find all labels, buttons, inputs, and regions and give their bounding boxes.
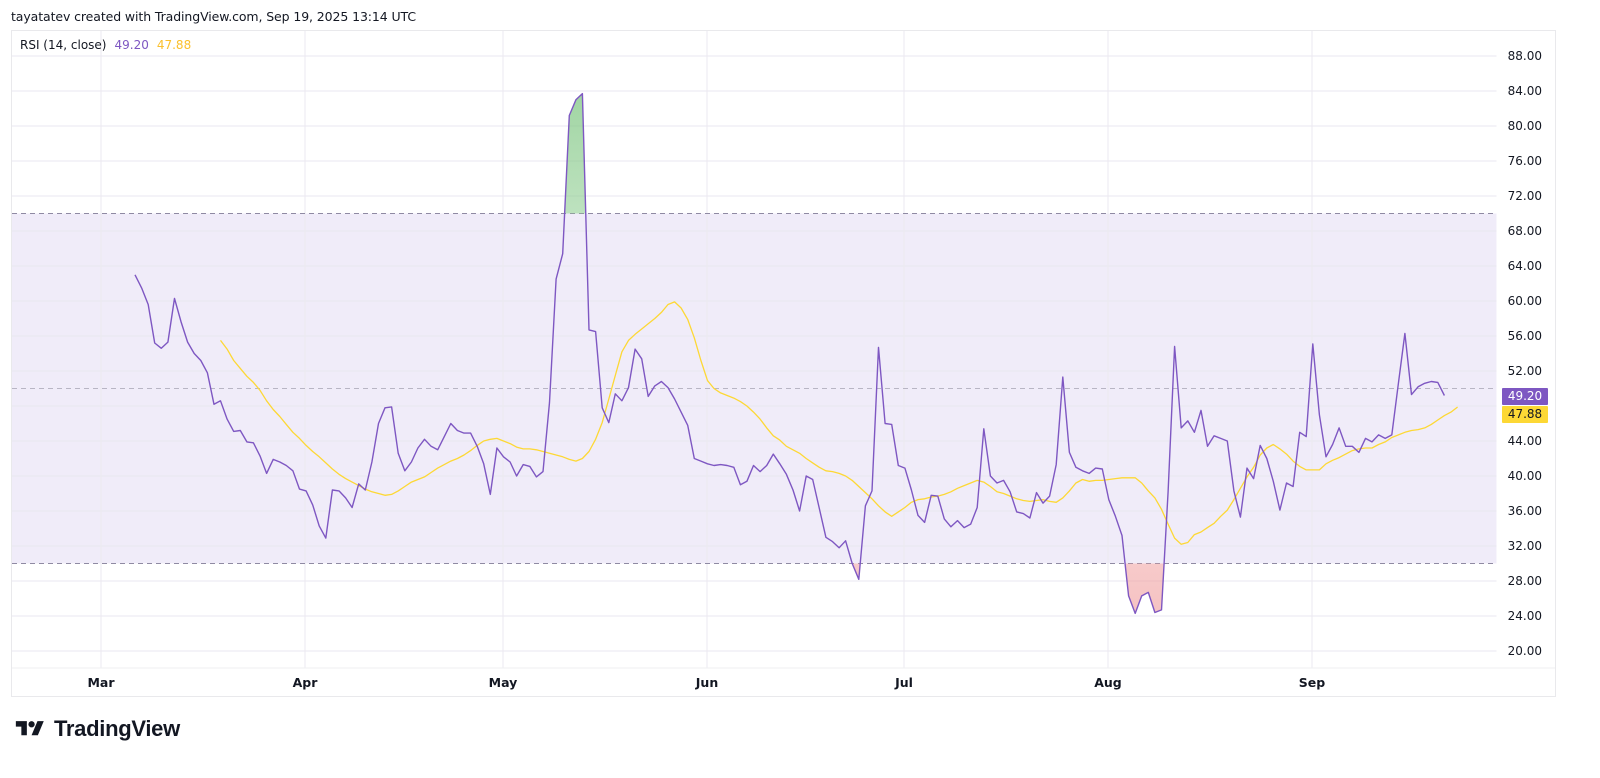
y-axis-label: 60.00 (1508, 294, 1542, 308)
chart-attribution: tayatatev created with TradingView.com, … (11, 9, 416, 24)
y-axis-label: 56.00 (1508, 329, 1542, 343)
tradingview-logo-text: TradingView (54, 716, 180, 741)
y-axis-label: 32.00 (1508, 539, 1542, 553)
x-axis-label: May (489, 675, 518, 690)
rsi-price-badge: 49.20 (1502, 388, 1548, 405)
x-axis-label: Sep (1299, 675, 1325, 690)
tradingview-logo[interactable]: TradingView (12, 716, 180, 742)
rsi-ma-line[interactable] (219, 301, 1458, 545)
x-axis-label: Jun (695, 675, 718, 690)
y-axis-label: 68.00 (1508, 224, 1542, 238)
ma-value: 47.88 (156, 38, 192, 52)
chart-pane[interactable] (11, 30, 1556, 697)
x-axis-label: Aug (1094, 675, 1122, 690)
x-axis-label: Mar (87, 675, 115, 690)
y-axis-label: 28.00 (1508, 574, 1542, 588)
y-axis-label: 44.00 (1508, 434, 1542, 448)
rsi-value: 49.20 (114, 38, 149, 52)
y-axis-label: 40.00 (1508, 469, 1542, 483)
x-axis-label: Jul (894, 675, 913, 690)
x-axis-label: Apr (293, 675, 319, 690)
tradingview-logo-icon (15, 721, 44, 736)
indicator-name[interactable]: RSI (14, close) (20, 38, 107, 52)
y-axis-label: 80.00 (1508, 119, 1542, 133)
y-axis-label: 64.00 (1508, 259, 1542, 273)
y-axis-label: 24.00 (1508, 609, 1542, 623)
y-axis-label: 20.00 (1508, 644, 1542, 658)
rsi-line[interactable] (134, 92, 1446, 615)
y-axis-label: 52.00 (1508, 364, 1542, 378)
y-axis-label: 88.00 (1508, 49, 1542, 63)
indicator-legend[interactable]: RSI (14, close) 49.20 47.88 (20, 38, 191, 52)
y-axis-label: 36.00 (1508, 504, 1542, 518)
y-axis-label: 76.00 (1508, 154, 1542, 168)
y-axis-label: 84.00 (1508, 84, 1542, 98)
y-axis-label: 72.00 (1508, 189, 1542, 203)
ma-price-badge: 47.88 (1502, 406, 1548, 423)
